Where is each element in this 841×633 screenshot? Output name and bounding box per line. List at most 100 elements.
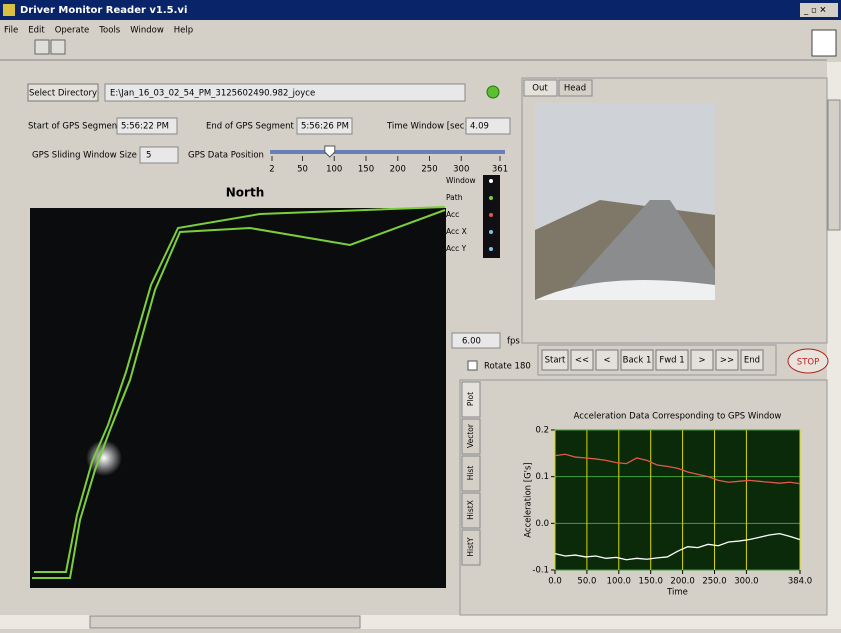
slider-tick-label: 361 xyxy=(492,165,508,175)
stop-label[interactable]: STOP xyxy=(797,358,819,368)
legend-swatch xyxy=(489,179,493,183)
vi-icon xyxy=(811,29,837,57)
video-tab-label[interactable]: Head xyxy=(564,84,586,94)
run-button[interactable] xyxy=(34,39,50,55)
run-continuous[interactable] xyxy=(50,39,66,55)
window-field xyxy=(465,117,511,135)
playback-button-label[interactable]: > xyxy=(698,356,705,366)
stop-button[interactable] xyxy=(787,348,829,374)
plot-area xyxy=(555,430,800,570)
x-tick-label: 384.0 xyxy=(788,577,812,587)
menu-item[interactable]: Edit xyxy=(28,26,45,36)
playback-button-label[interactable]: Back 1 xyxy=(623,356,652,366)
plot-tab[interactable] xyxy=(461,455,481,492)
button-label[interactable]: Select Directory xyxy=(29,89,97,99)
playback-button[interactable] xyxy=(715,349,739,371)
video-tab[interactable] xyxy=(523,79,558,97)
window-title: Driver Monitor Reader v1.5.vi xyxy=(20,5,187,16)
menu-item[interactable]: Tools xyxy=(98,26,121,36)
gps-path xyxy=(34,206,446,573)
size-field[interactable] xyxy=(139,146,179,164)
controls-bg[interactable] xyxy=(800,3,838,17)
data-line xyxy=(554,453,801,485)
playback-button[interactable] xyxy=(690,349,714,371)
menu-item[interactable]: Operate xyxy=(55,26,90,36)
plot-tab-label[interactable]: Vector xyxy=(466,423,475,448)
menu-item[interactable]: File xyxy=(4,26,18,36)
label: Time Window [sec] xyxy=(386,122,468,132)
menu-item[interactable]: Help xyxy=(174,26,193,36)
slider-track[interactable] xyxy=(270,150,505,154)
slider-thumb[interactable] xyxy=(324,145,336,158)
controls[interactable]: _ ▫ ✕ xyxy=(803,6,827,16)
playback-button-label[interactable]: Start xyxy=(545,356,566,366)
window-value: 4.09 xyxy=(470,122,489,132)
x-tick-label: 300.0 xyxy=(734,577,758,587)
x-tick-label: 150.0 xyxy=(639,577,663,587)
video-road xyxy=(560,200,715,300)
plot-tab[interactable] xyxy=(461,381,481,418)
y-tick-label: 0.0 xyxy=(535,519,549,529)
slider-tick-label: 50 xyxy=(297,165,308,175)
x-tick-label: 200.0 xyxy=(670,577,694,587)
rotate-checkbox[interactable] xyxy=(467,360,478,371)
plot-tab[interactable] xyxy=(461,492,481,529)
video-tab-label[interactable]: Out xyxy=(532,84,548,94)
playback-button-label[interactable]: >> xyxy=(720,356,734,366)
plot-tab-label[interactable]: HistY xyxy=(466,537,475,557)
legend-label: Window xyxy=(446,176,476,185)
x-tick-label: 100.0 xyxy=(607,577,631,587)
playback-button[interactable] xyxy=(620,349,654,371)
menu-area xyxy=(0,20,841,60)
x-tick-label: 0.0 xyxy=(548,577,562,587)
video-hood xyxy=(535,280,715,300)
h-thumb[interactable] xyxy=(89,615,361,629)
slider-tick-label: 2 xyxy=(269,165,274,175)
select-directory-button[interactable] xyxy=(27,83,99,102)
playback-button[interactable] xyxy=(541,349,569,371)
label: End of GPS Segment xyxy=(206,122,294,132)
slider-tick-label: 200 xyxy=(390,165,406,175)
label: GPS Sliding Window Size xyxy=(32,151,137,161)
gps-path xyxy=(32,209,446,579)
x-tick-label: 250.0 xyxy=(702,577,726,587)
fps-value: 6.00 xyxy=(462,337,481,347)
path-field[interactable] xyxy=(104,83,466,102)
map-title: North xyxy=(226,186,264,200)
plot-tab[interactable] xyxy=(461,418,481,455)
playback-button[interactable] xyxy=(570,349,594,371)
path-text: E:\Jan_16_03_02_54_PM_3125602490.982_joy… xyxy=(110,89,315,99)
legend-label: Acc X xyxy=(446,227,467,236)
chart-title: Acceleration Data Corresponding to GPS W… xyxy=(574,412,782,422)
fps-field[interactable] xyxy=(451,332,501,349)
legend-swatch xyxy=(489,213,493,217)
label: Start of GPS Segment xyxy=(28,122,121,132)
gps-map xyxy=(30,208,446,588)
playback-button[interactable] xyxy=(595,349,619,371)
plot-tab-label[interactable]: Plot xyxy=(466,392,475,406)
menu-item[interactable]: Window xyxy=(130,26,164,36)
playback-button-label[interactable]: End xyxy=(744,356,760,366)
legend-label: Acc Y xyxy=(446,244,467,253)
window-glow xyxy=(86,440,122,476)
window-controls[interactable]: _ ▫ ✕ xyxy=(800,3,838,17)
playback-button-label[interactable]: Fwd 1 xyxy=(659,356,684,366)
x-axis-label: Time xyxy=(666,588,688,598)
playback-button[interactable] xyxy=(655,349,689,371)
end-field xyxy=(296,117,353,135)
y-tick-label: 0.1 xyxy=(535,472,549,482)
playback-button[interactable] xyxy=(740,349,764,371)
legend-swatch xyxy=(489,196,493,200)
legend-swatch xyxy=(489,247,493,251)
plot-tab-label[interactable]: HistX xyxy=(466,500,475,520)
plot-tab-label[interactable]: Hist xyxy=(466,466,475,481)
status-led xyxy=(486,85,500,99)
plot-tab[interactable] xyxy=(461,529,481,566)
playback-button-label[interactable]: << xyxy=(575,356,589,366)
x-tick-label: 50.0 xyxy=(577,577,596,587)
video-tab[interactable] xyxy=(558,79,593,97)
v-thumb[interactable] xyxy=(827,99,841,231)
playback-button-label[interactable]: < xyxy=(603,356,610,366)
